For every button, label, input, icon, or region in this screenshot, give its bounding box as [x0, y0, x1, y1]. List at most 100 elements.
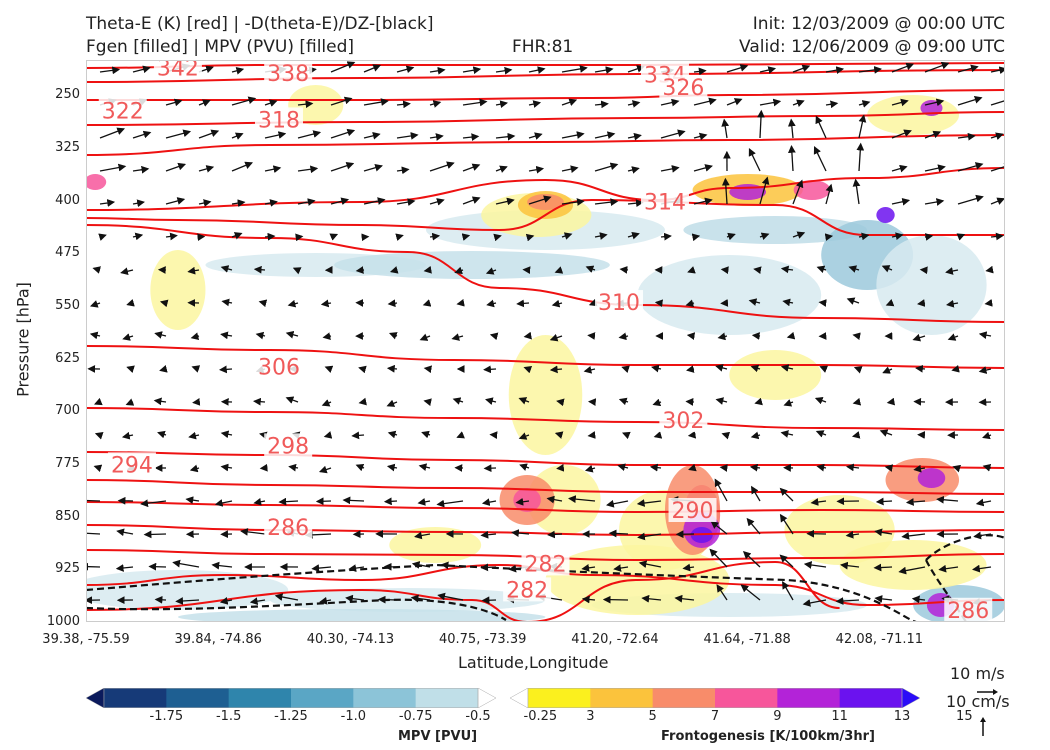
- wind-vector: [757, 109, 765, 139]
- wind-vector: [92, 266, 101, 274]
- y-tick-label: 775: [55, 455, 80, 471]
- wind-vector: [231, 132, 244, 140]
- wind-vector: [456, 431, 466, 439]
- wind-vector: [759, 98, 782, 107]
- wind-vector: [330, 61, 356, 73]
- wind-vector: [132, 165, 150, 174]
- theta-e-contour-label: 286: [944, 597, 993, 622]
- x-tick-label: 39.38, -75.59: [42, 632, 130, 647]
- wind-vector: [824, 233, 834, 241]
- wind-vector: [882, 366, 893, 374]
- wind-vector: [358, 365, 367, 374]
- colorbar-segment: [528, 688, 591, 708]
- wind-vector: [462, 133, 480, 141]
- colorbar-tick-label: 15: [956, 709, 973, 724]
- wind-vector: [462, 163, 481, 172]
- wind-vector: [297, 165, 319, 174]
- wind-vector: [185, 496, 200, 505]
- wind-vector: [873, 563, 893, 572]
- wind-vector: [122, 333, 134, 341]
- wind-vector: [396, 65, 415, 74]
- wind-vector: [546, 495, 563, 504]
- wind-vector: [891, 164, 908, 173]
- y-tick-label: 475: [55, 245, 80, 261]
- colorbar-tick-label: 7: [710, 709, 720, 724]
- theta-e-contour: [86, 479, 1005, 495]
- wind-vector: [323, 431, 333, 439]
- wind-vector: [396, 100, 411, 109]
- wind-vector: [710, 520, 728, 535]
- wind-vector: [481, 596, 497, 605]
- wind-vector: [165, 232, 178, 241]
- x-tick-label: 39.84, -74.86: [174, 632, 262, 647]
- wind-vector: [330, 128, 356, 139]
- wind-vector: [116, 528, 134, 537]
- wind-vector: [608, 529, 629, 538]
- wind-vector: [99, 163, 127, 172]
- wind-vector: [638, 560, 662, 568]
- wind-vector: [264, 99, 278, 107]
- x-tick-label: 42.08, -71.11: [835, 632, 924, 647]
- shaded-field-region: [876, 207, 895, 223]
- colorbar-tick-label: -1.5: [215, 709, 242, 724]
- wind-vector: [594, 66, 614, 74]
- wind-vector: [515, 497, 530, 506]
- wind-vector: [975, 498, 992, 507]
- wind-vector: [660, 232, 672, 241]
- wind-vector: [436, 499, 464, 508]
- wind-vector: [581, 564, 596, 572]
- colorbar-tick-label: -0.75: [398, 709, 433, 724]
- theta-e-contour-label: 310: [595, 290, 644, 316]
- wind-vector: [835, 597, 860, 605]
- wind-vector: [587, 332, 596, 340]
- wind-vector: [848, 265, 860, 273]
- colorbar-segment: [590, 688, 654, 708]
- wind-vector: [783, 399, 794, 407]
- colorbar-tick-label: 3: [586, 709, 595, 724]
- wind-vector: [874, 595, 893, 603]
- wind-vector: [143, 530, 167, 539]
- wind-vector: [451, 333, 464, 341]
- wind-vector: [653, 431, 663, 439]
- wind-vector: [297, 130, 322, 139]
- wind-vector: [99, 66, 121, 75]
- y-tick-label: 625: [55, 350, 80, 366]
- wind-vector: [660, 129, 686, 139]
- wind-vector: [568, 495, 596, 504]
- theta-e-contour: [86, 69, 1005, 83]
- wind-vector: [792, 231, 806, 239]
- wind-vector: [973, 531, 992, 540]
- wind-vector: [429, 161, 455, 172]
- wind-vector: [197, 233, 206, 242]
- colorbar-tick-label: 13: [893, 709, 911, 724]
- reference-vector-horizontal-arrow: [977, 689, 998, 695]
- wind-vector: [486, 299, 497, 308]
- wind-vector: [584, 464, 596, 473]
- wind-vector: [686, 365, 695, 373]
- wind-vector: [721, 431, 731, 440]
- colorbar-segment: [715, 688, 778, 708]
- colorbar-extend-left: [510, 688, 529, 708]
- reference-vector-vertical-arrow: [980, 717, 986, 736]
- y-tick-label: 925: [55, 561, 80, 577]
- wind-vector: [549, 333, 563, 342]
- wind-vector: [318, 465, 332, 474]
- fgen-colorbar: [510, 688, 920, 708]
- wind-vector: [363, 131, 381, 140]
- wind-vector: [990, 197, 1005, 205]
- wind-vector: [363, 163, 383, 172]
- wind-vector: [825, 100, 839, 109]
- wind-vector: [852, 178, 861, 205]
- wind-vector: [816, 463, 827, 472]
- wind-vector: [641, 594, 662, 603]
- wind-vector: [978, 366, 992, 374]
- wind-vector: [198, 129, 220, 139]
- wind-vector: [165, 197, 186, 205]
- wind-vector: [845, 530, 860, 539]
- wind-vector: [345, 594, 365, 603]
- wind-vector: [554, 266, 564, 274]
- theta-e-contour-label: 310: [598, 291, 640, 316]
- wind-vector: [419, 333, 431, 341]
- wind-vector: [858, 100, 871, 108]
- wind-vector: [489, 332, 499, 341]
